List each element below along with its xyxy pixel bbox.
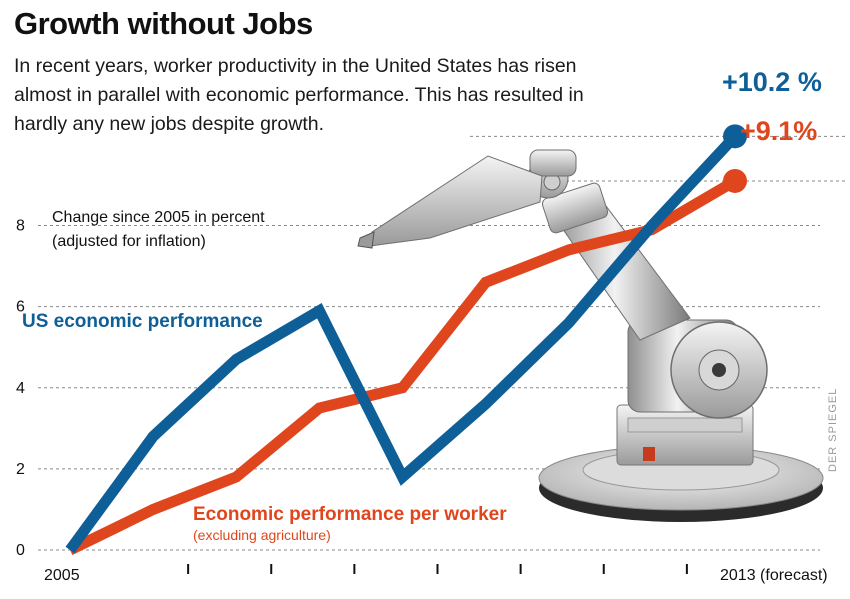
chart-title: Growth without Jobs bbox=[14, 6, 313, 41]
y-tick-label: 0 bbox=[16, 542, 25, 559]
unit-note-line1: Change since 2005 in percent bbox=[52, 209, 265, 226]
data-point bbox=[723, 124, 747, 149]
y-tick-label: 2 bbox=[16, 461, 25, 478]
series-label-us-economic-performance: US economic performance bbox=[22, 311, 263, 332]
robot-arm-illustration bbox=[357, 149, 824, 522]
y-tick-label: 4 bbox=[16, 380, 25, 397]
x-tick-label: 2013 (forecast) bbox=[720, 567, 828, 584]
unit-note-line2: (adjusted for inflation) bbox=[52, 233, 206, 250]
series-label-note: (excluding agriculture) bbox=[193, 527, 331, 543]
end-label-orange: +9.1% bbox=[740, 116, 817, 146]
x-tick-label: 2005 bbox=[44, 567, 80, 584]
end-label-blue: +10.2 % bbox=[722, 67, 822, 97]
data-point bbox=[723, 168, 747, 193]
y-tick-label: 8 bbox=[16, 218, 25, 235]
chart-subtitle: In recent years, worker productivity in … bbox=[14, 55, 584, 135]
y-tick-label: 6 bbox=[16, 299, 25, 316]
series-lines bbox=[65, 124, 747, 555]
credit-watermark: DER SPIEGEL bbox=[827, 388, 839, 472]
chart-labels: Change since 2005 in percent (adjusted f… bbox=[16, 67, 839, 584]
series-label-performance-per-worker: Economic performance per worker bbox=[193, 504, 507, 525]
